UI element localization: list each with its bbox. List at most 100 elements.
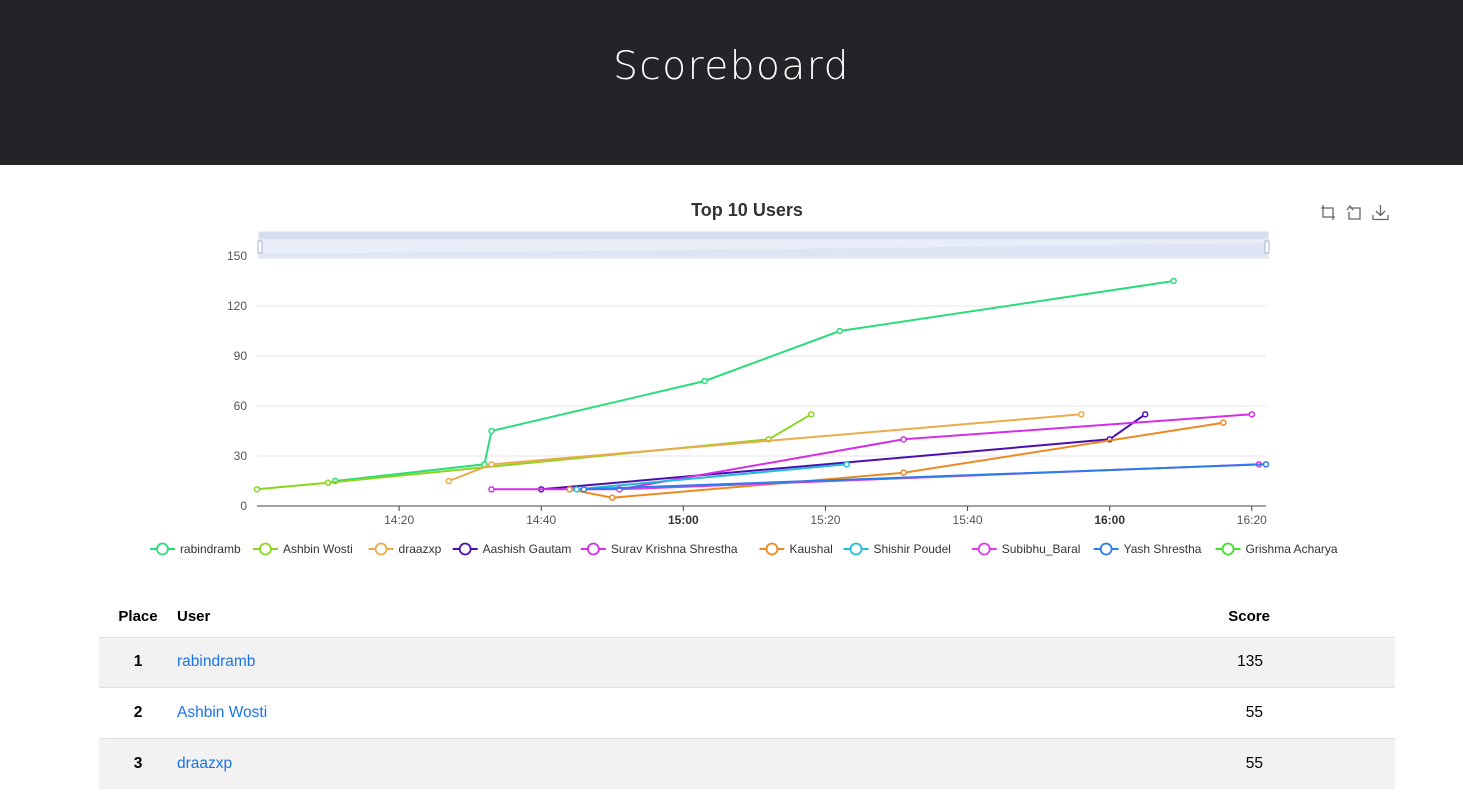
data-point (1141, 411, 1149, 418)
y-tick-label: 90 (234, 349, 248, 363)
series-line (335, 280, 1174, 482)
score-header: Score (1228, 597, 1395, 638)
score-cell: 135 (1228, 636, 1395, 688)
legend-item[interactable]: Shishir Poudel (843, 542, 951, 556)
data-point (836, 327, 843, 335)
legend-item[interactable]: Kaushal (759, 542, 833, 556)
series-kaushal (566, 419, 1227, 501)
data-point (253, 486, 261, 493)
data-point (488, 486, 495, 493)
data-zoom-handle-left (257, 240, 263, 254)
series-draazxp (445, 411, 1085, 485)
chart-toolbox (1320, 204, 1389, 221)
series-line (583, 463, 1267, 491)
x-tick-label: 15:00 (668, 513, 699, 527)
data-point (566, 486, 573, 493)
legend-label: Grishma Acharya (1246, 542, 1338, 556)
y-tick-label: 0 (240, 499, 247, 513)
legend-label: Aashish Gautam (483, 542, 572, 556)
x-tick-label: 15:20 (810, 513, 840, 527)
legend-label: Shishir Poudel (874, 542, 951, 556)
series-shishir-poudel (573, 461, 851, 493)
legend-item[interactable]: draazxp (368, 542, 442, 556)
legend-symbol (1221, 542, 1235, 556)
x-tick-label: 14:20 (384, 513, 414, 527)
legend-label: Kaushal (789, 542, 832, 556)
series-line (576, 463, 847, 491)
place-cell: 2 (99, 687, 177, 738)
legend-label: Ashbin Wosti (283, 542, 353, 556)
chart-legend: rabindramb Ashbin Wosti draazxp Aashish Gau… (149, 542, 1338, 556)
data-point (324, 479, 332, 486)
legend-symbol (977, 542, 991, 556)
legend-label: Yash Shrestha (1124, 542, 1202, 556)
series-line (491, 413, 1252, 491)
legend-symbol (259, 542, 272, 556)
data-point (1170, 277, 1177, 285)
y-tick-label: 30 (234, 449, 248, 463)
legend-symbol (1099, 542, 1113, 556)
table-row: 3 draazxp 55 (99, 737, 1395, 789)
download-icon[interactable] (1372, 204, 1389, 221)
user-link[interactable]: rabindramb (177, 653, 256, 671)
data-point (843, 461, 851, 468)
x-tick-label: 15:40 (953, 513, 983, 527)
table-row: 1 rabindramb 135 (99, 636, 1395, 688)
zoom-reset-icon[interactable] (1346, 204, 1363, 221)
data-point (1220, 419, 1227, 426)
x-tick-label: 14:40 (526, 513, 556, 527)
table-header-row: Place User Score (99, 597, 1395, 638)
series-rabindramb (331, 277, 1177, 485)
legend-item[interactable]: Subibhu_Baral (971, 542, 1081, 556)
chart-title: Top 10 Users (691, 200, 803, 220)
series-yash-shrestha (580, 461, 1270, 493)
legend-symbol (586, 542, 600, 556)
data-zoom-preview (261, 243, 1267, 256)
zoom-icon[interactable] (1320, 204, 1337, 221)
x-tick-label: 16:00 (1094, 513, 1125, 527)
page-header: Scoreboard (0, 0, 1463, 165)
data-point (900, 436, 907, 443)
data-point (701, 377, 708, 385)
legend-item[interactable]: Aashish Gautam (452, 542, 572, 556)
legend-symbol (765, 542, 779, 556)
score-cell: 55 (1228, 687, 1395, 738)
y-tick-label: 150 (227, 249, 247, 263)
legend-label: draazxp (399, 542, 442, 556)
y-tick-label: 60 (234, 399, 248, 413)
place-cell: 1 (99, 636, 177, 688)
legend-label: Subibhu_Baral (1002, 542, 1081, 556)
legend-symbol (156, 542, 169, 556)
place-cell: 3 (99, 737, 177, 789)
series-line (256, 413, 812, 491)
legend-item[interactable]: Ashbin Wosti (252, 542, 353, 556)
legend-symbol (849, 542, 863, 556)
score-cell: 55 (1228, 737, 1395, 789)
data-point (609, 494, 616, 501)
user-cell: rabindramb (177, 636, 1229, 688)
user-cell: Ashbin Wosti (177, 687, 1229, 738)
data-point (573, 486, 581, 493)
data-point (445, 477, 453, 485)
place-header: Place (99, 597, 177, 638)
legend-item[interactable]: Surav Krishna Shrestha (580, 542, 738, 556)
user-link[interactable]: draazxp (177, 754, 233, 772)
legend-symbol (374, 542, 388, 556)
data-point (900, 469, 907, 476)
series-line (569, 421, 1224, 499)
data-point (1248, 411, 1256, 418)
data-point (807, 411, 815, 418)
legend-item[interactable]: rabindramb (149, 542, 241, 556)
data-point (1262, 461, 1270, 468)
legend-item[interactable]: Yash Shrestha (1093, 542, 1202, 556)
user-cell: draazxp (177, 737, 1229, 789)
legend-item[interactable]: Grishma Acharya (1215, 542, 1338, 556)
page-title: Scoreboard (613, 44, 850, 89)
legend-symbol (458, 542, 472, 556)
data-point (580, 486, 588, 493)
user-link[interactable]: Ashbin Wosti (177, 703, 268, 721)
scoreboard-chart: Top 10 Users 0 30 60 90 120 150 14:20 14:40 15:00… (149, 200, 1338, 556)
legend-label: Surav Krishna Shrestha (611, 542, 738, 556)
table-row: 2 Ashbin Wosti 55 (99, 687, 1395, 738)
user-header: User (177, 597, 1229, 638)
